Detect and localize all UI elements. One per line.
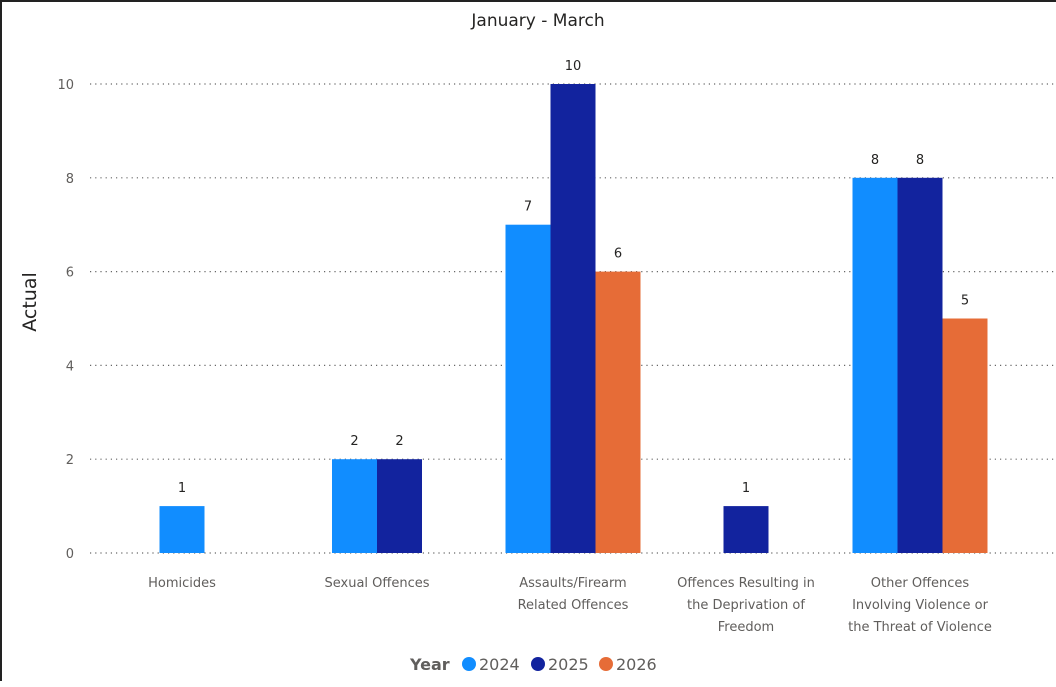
x-tick-label: the Threat of Violence (848, 620, 992, 635)
data-label: 1 (178, 481, 186, 496)
x-tick-label: Offences Resulting in (677, 576, 815, 591)
x-axis-ticks: Homicides Sexual Offences Assaults/Firearm… (148, 576, 992, 635)
data-label: 10 (565, 59, 582, 74)
legend-title: Year (409, 655, 450, 674)
y-tick-label: 10 (57, 78, 74, 93)
y-tick-label: 0 (66, 547, 74, 562)
bar-2024[interactable] (505, 224, 551, 553)
data-label: 2 (395, 434, 403, 449)
x-tick-label: the Deprivation of (687, 598, 805, 613)
chart-title: January - March (470, 11, 604, 31)
legend-label-2026[interactable]: 2026 (616, 655, 657, 674)
legend-marker-2025[interactable] (531, 657, 545, 671)
x-tick-label: Related Offences (518, 598, 629, 613)
data-label: 8 (871, 153, 879, 168)
legend-label-2025[interactable]: 2025 (548, 655, 589, 674)
bar-2024[interactable] (332, 459, 377, 553)
y-tick-label: 6 (66, 266, 74, 281)
legend: Year 2024 2025 2026 (409, 655, 657, 674)
bar-2026[interactable] (595, 271, 641, 553)
x-tick-label: Involving Violence or (852, 598, 989, 613)
y-axis-label: Actual (19, 272, 41, 332)
data-label: 1 (742, 481, 750, 496)
bar-2025[interactable] (723, 506, 769, 553)
data-label: 7 (524, 200, 532, 215)
x-tick-label: Sexual Offences (324, 576, 429, 591)
bar-2024[interactable] (852, 177, 898, 554)
bar-2025[interactable] (377, 459, 422, 553)
x-tick-label: Homicides (148, 576, 216, 591)
bar-2025[interactable] (897, 177, 943, 554)
x-tick-label: Freedom (718, 620, 774, 635)
y-axis-ticks: 0 2 4 6 8 10 (57, 78, 74, 562)
data-label: 6 (614, 247, 622, 262)
y-tick-label: 4 (66, 359, 74, 374)
x-tick-label: Other Offences (871, 576, 970, 591)
bar-2024[interactable] (159, 506, 205, 553)
data-labels: 1 2 2 7 10 6 1 8 8 5 (178, 59, 969, 496)
data-label: 2 (350, 434, 358, 449)
bar-2026[interactable] (942, 318, 988, 554)
y-tick-label: 8 (66, 172, 74, 187)
legend-marker-2026[interactable] (599, 657, 613, 671)
bars (159, 84, 988, 554)
x-tick-label: Assaults/Firearm (519, 576, 626, 591)
data-label: 5 (961, 294, 969, 309)
legend-marker-2024[interactable] (462, 657, 476, 671)
y-tick-label: 2 (66, 453, 74, 468)
legend-label-2024[interactable]: 2024 (479, 655, 520, 674)
data-label: 8 (916, 153, 924, 168)
bar-2025[interactable] (550, 84, 596, 553)
